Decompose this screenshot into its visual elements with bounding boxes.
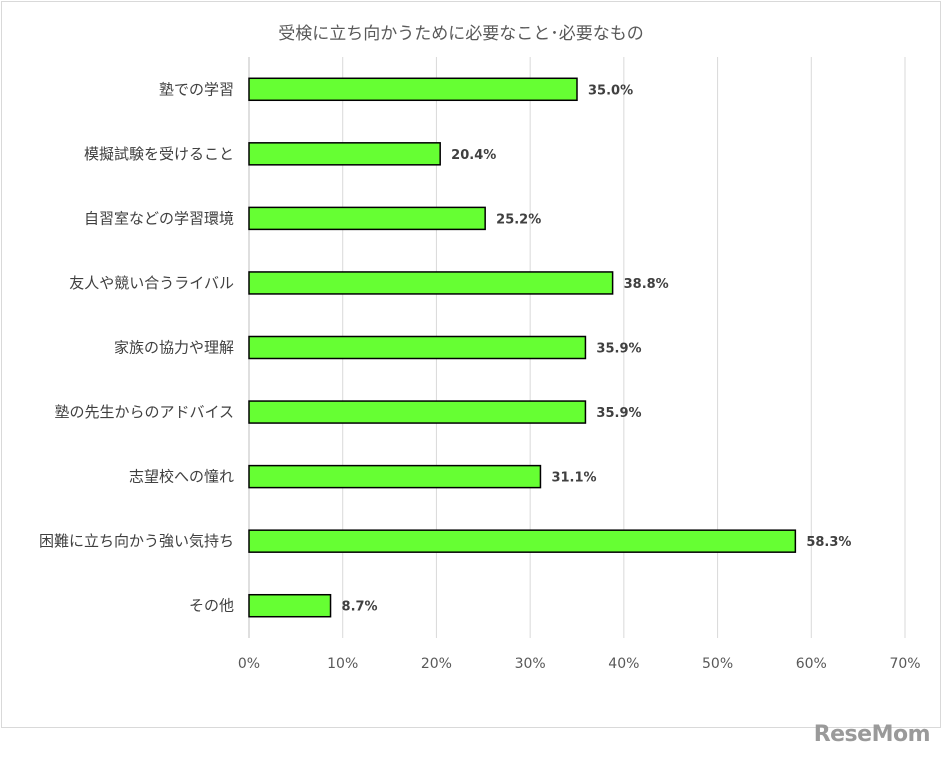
value-labels: 35.0% 20.4% 25.2% 38.8% 35.9% 35.9% 31.1% 58.3%… xyxy=(342,83,852,614)
bar xyxy=(248,206,486,231)
bar xyxy=(248,464,542,489)
bars xyxy=(248,77,797,618)
data-label: 58.3% xyxy=(806,535,851,550)
resemom-logo: ReseMom xyxy=(813,722,931,747)
category-label: 友人や競い合うライバル xyxy=(69,274,234,292)
x-tick-label: 50% xyxy=(702,656,733,672)
category-label: 模擬試験を受けること xyxy=(84,145,234,163)
data-label: 35.9% xyxy=(596,342,641,357)
x-tick-label: 0% xyxy=(238,656,260,672)
data-label: 31.1% xyxy=(551,471,596,486)
category-label: 志望校への憧れ xyxy=(129,468,234,486)
category-label: その他 xyxy=(189,597,234,615)
data-label: 20.4% xyxy=(451,148,496,163)
x-tick-label: 60% xyxy=(796,656,827,672)
x-tick-label: 10% xyxy=(327,656,358,672)
data-label: 8.7% xyxy=(342,600,378,615)
bar xyxy=(248,142,441,166)
x-tick-labels: 0% 10% 20% 30% 40% 50% 60% 70% xyxy=(238,656,921,672)
data-label: 25.2% xyxy=(496,212,541,227)
bar xyxy=(248,77,578,102)
category-label: 家族の協力や理解 xyxy=(114,339,234,357)
category-labels: 塾での学習模擬試験を受けること自習室などの学習環境友人や競い合うライバル家族の協… xyxy=(39,80,234,614)
category-label: 自習室などの学習環境 xyxy=(84,209,234,227)
category-label: 塾での学習 xyxy=(159,80,234,98)
data-label: 35.0% xyxy=(588,83,633,98)
bar xyxy=(248,529,797,553)
bar xyxy=(248,593,332,618)
chart-frame: 受検に立ち向かうために必要なこと･必要なもの 塾での学習模擬試験を受けること 自習… xyxy=(1,1,941,728)
bar xyxy=(248,335,587,360)
x-tick-label: 20% xyxy=(421,656,452,672)
bar-chart: 受検に立ち向かうために必要なこと･必要なもの 塾での学習模擬試験を受けること自習… xyxy=(39,24,921,672)
x-tick-label: 70% xyxy=(889,656,920,672)
data-label: 35.9% xyxy=(596,406,641,421)
x-tick-label: 40% xyxy=(608,656,639,672)
bar xyxy=(248,271,614,295)
chart-title: 受検に立ち向かうために必要なこと･必要なもの xyxy=(278,24,644,44)
bar xyxy=(248,400,587,424)
category-label: 塾の先生からのアドバイス xyxy=(54,403,234,421)
data-label: 38.8% xyxy=(624,277,669,292)
x-tick-label: 30% xyxy=(515,656,546,672)
category-label: 困難に立ち向かう強い気持ち xyxy=(39,532,234,550)
